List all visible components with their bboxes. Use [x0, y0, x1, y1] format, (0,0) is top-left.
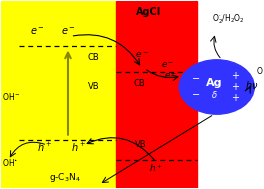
Text: $h^+$: $h^+$ — [37, 141, 52, 154]
Text: −: − — [192, 90, 200, 99]
Text: O: O — [257, 67, 263, 76]
Text: OH$^-$: OH$^-$ — [2, 91, 21, 102]
Text: VB: VB — [135, 140, 147, 149]
Text: $\delta$: $\delta$ — [211, 89, 218, 100]
Text: +: + — [231, 82, 239, 92]
Text: g-C$_3$N$_4$: g-C$_3$N$_4$ — [49, 170, 81, 184]
Text: $h^+$: $h^+$ — [71, 141, 86, 154]
Text: $e^-$: $e^-$ — [164, 72, 177, 81]
Text: $h\nu$: $h\nu$ — [245, 79, 258, 91]
Text: $e^-$: $e^-$ — [135, 50, 149, 60]
Bar — [116, 1, 197, 188]
Text: $e^-$: $e^-$ — [60, 26, 76, 37]
Text: CB: CB — [134, 80, 146, 88]
Text: CB: CB — [88, 53, 100, 62]
Circle shape — [179, 60, 254, 114]
Text: $h^+$: $h^+$ — [149, 163, 163, 174]
Text: +: + — [231, 71, 239, 81]
Text: −: − — [192, 74, 200, 84]
Text: Ag: Ag — [206, 78, 223, 88]
Text: +: + — [231, 93, 239, 103]
Text: O$_2^{\cdot}$/H$_2$O$_2$: O$_2^{\cdot}$/H$_2$O$_2$ — [212, 13, 245, 26]
Text: AgCl: AgCl — [136, 7, 161, 17]
Text: $e^-$: $e^-$ — [30, 26, 44, 37]
Text: VB: VB — [88, 82, 100, 91]
Text: $e^-$: $e^-$ — [161, 61, 174, 70]
Text: OH$^{\bullet}$: OH$^{\bullet}$ — [2, 157, 18, 168]
Bar — [1, 1, 116, 188]
